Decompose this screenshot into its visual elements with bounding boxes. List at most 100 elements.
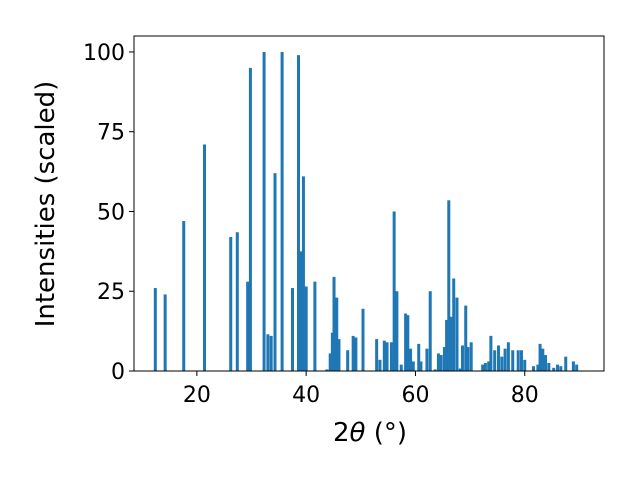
bar-6 (246, 281, 250, 371)
x-axis-ticks: 20 40 60 80 (183, 371, 539, 408)
bar-47 (439, 355, 443, 371)
bar-63 (493, 350, 497, 371)
bar-64 (497, 345, 501, 371)
bar-32 (385, 342, 389, 371)
bar-21 (330, 332, 334, 371)
x-tick-label-20: 20 (183, 383, 211, 408)
bar-66 (503, 348, 507, 371)
bar-19 (325, 369, 329, 371)
x-tick-label-40: 40 (292, 383, 320, 408)
bar-28 (361, 308, 365, 371)
bar-22 (332, 276, 336, 371)
bar-13 (290, 288, 294, 371)
bar-12 (280, 51, 284, 371)
bar-81 (564, 356, 568, 371)
bar-50 (447, 200, 451, 371)
x-tick-label-60: 60 (401, 383, 429, 408)
bar-71 (523, 359, 527, 371)
bar-75 (541, 348, 545, 371)
bar-61 (487, 361, 491, 371)
bar-79 (556, 364, 560, 371)
bar-70 (519, 350, 523, 371)
bar-44 (428, 291, 432, 371)
bar-77 (547, 363, 551, 371)
y-tick-label-50: 50 (97, 200, 125, 225)
bar-54 (458, 368, 462, 371)
bar-7 (248, 67, 252, 372)
bar-5 (235, 232, 239, 371)
bar-72 (532, 366, 536, 371)
bar-83 (575, 364, 579, 371)
bar-27 (354, 337, 358, 371)
bar-33 (389, 342, 393, 371)
y-tick-label-100: 100 (83, 41, 125, 66)
bar-25 (346, 350, 350, 371)
bar-30 (378, 359, 382, 371)
bar-8 (262, 51, 266, 371)
x-axis-label-symbol: θ (350, 418, 366, 448)
bar-78 (552, 367, 556, 371)
bar-20 (328, 353, 332, 371)
bar-74 (538, 343, 542, 371)
bar-48 (442, 347, 446, 371)
bar-55 (460, 345, 464, 371)
bar-26 (351, 335, 355, 371)
bar-56 (464, 305, 468, 371)
bar-73 (536, 364, 540, 371)
y-tick-label-75: 75 (97, 121, 125, 146)
bar-11 (273, 173, 277, 371)
y-tick-label-25: 25 (97, 280, 125, 305)
bar-3 (203, 144, 207, 371)
bar-82 (571, 361, 575, 371)
bar-16 (301, 176, 305, 371)
bar-39 (409, 348, 413, 371)
bar-9 (266, 334, 270, 371)
x-axis-label-prefix: 2 (333, 418, 350, 448)
y-axis-label: Intensities (scaled) (31, 81, 61, 328)
bar-34 (392, 211, 396, 371)
bar-24 (337, 339, 341, 371)
bar-46 (436, 353, 440, 371)
bar-18 (313, 281, 317, 371)
bars-group (153, 51, 579, 372)
y-tick-label-0: 0 (111, 360, 125, 385)
bar-58 (469, 342, 473, 371)
bar-42 (419, 361, 423, 371)
y-axis-ticks: 0 25 50 75 100 (83, 41, 134, 385)
bar-29 (375, 339, 379, 371)
bar-14 (297, 55, 301, 371)
bar-2 (182, 221, 186, 371)
bar-0 (153, 288, 157, 371)
bar-57 (466, 347, 470, 371)
bar-40 (411, 361, 415, 371)
bar-37 (404, 313, 408, 371)
bar-38 (406, 315, 410, 371)
bar-52 (452, 278, 456, 371)
bar-68 (511, 350, 515, 371)
bar-31 (382, 340, 386, 371)
bar-65 (500, 356, 504, 371)
plot-frame (133, 35, 605, 372)
bar-23 (335, 297, 339, 371)
x-tick-label-80: 80 (511, 383, 539, 408)
x-axis-label-unit: (°) (365, 418, 407, 448)
bar-10 (269, 335, 273, 371)
bar-43 (425, 348, 429, 371)
bar-67 (506, 342, 510, 371)
bar-60 (483, 363, 487, 371)
bar-49 (445, 319, 449, 371)
bar-4 (229, 237, 233, 371)
bar-1 (163, 294, 167, 371)
bar-15 (299, 251, 303, 371)
bar-69 (516, 350, 520, 371)
x-axis-label: 2θ (°) (333, 418, 407, 448)
bar-53 (455, 297, 459, 371)
bar-51 (450, 316, 454, 371)
bar-36 (399, 364, 403, 371)
bar-41 (417, 343, 421, 371)
bar-62 (489, 335, 493, 371)
bar-76 (544, 355, 548, 371)
bar-59 (481, 364, 485, 371)
bar-35 (395, 291, 399, 371)
